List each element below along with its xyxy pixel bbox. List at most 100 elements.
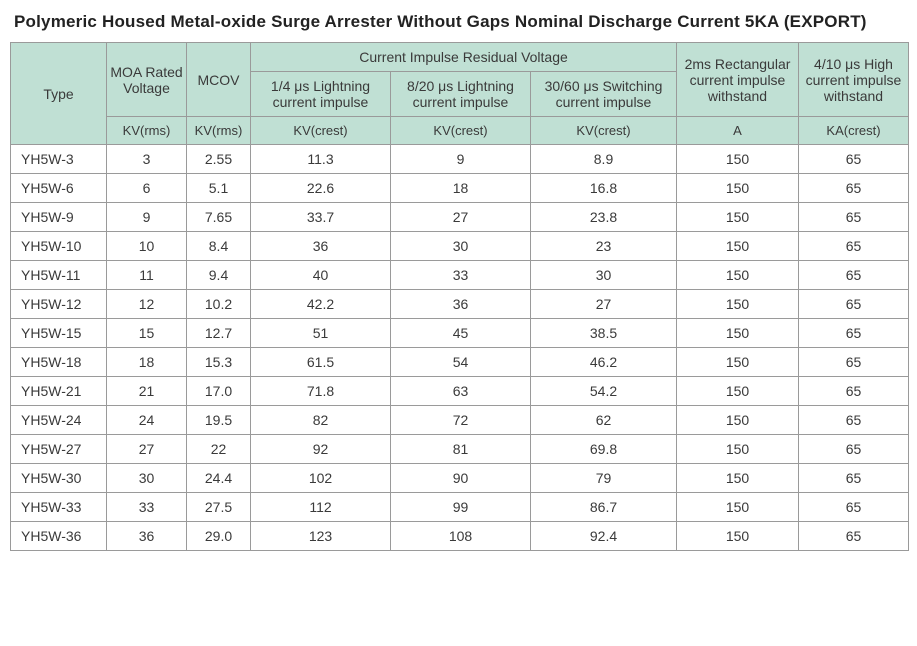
col-4-10: 4/10 μs High current impulse withstand [799,43,909,117]
col-lightning-8-20: 8/20 μs Lightning current impulse [391,72,531,117]
cell-high_4_10: 65 [799,348,909,377]
table-row: YH5W-10108.436302315065 [11,232,909,261]
cell-lightning_1_4: 40 [251,261,391,290]
cell-lightning_1_4: 71.8 [251,377,391,406]
cell-mcov: 24.4 [187,464,251,493]
page-title: Polymeric Housed Metal-oxide Surge Arres… [14,12,907,32]
cell-mcov: 12.7 [187,319,251,348]
spec-table: Type MOA Rated Voltage MCOV Current Impu… [10,42,909,551]
table-row: YH5W-665.122.61816.815065 [11,174,909,203]
cell-high_4_10: 65 [799,261,909,290]
cell-switching_30_60: 23 [531,232,677,261]
cell-high_4_10: 65 [799,464,909,493]
cell-high_4_10: 65 [799,377,909,406]
cell-moa_rated: 3 [107,145,187,174]
table-row: YH5W-363629.012310892.415065 [11,522,909,551]
cell-lightning_8_20: 63 [391,377,531,406]
cell-rect_2ms: 150 [677,464,799,493]
cell-rect_2ms: 150 [677,493,799,522]
cell-high_4_10: 65 [799,145,909,174]
cell-moa_rated: 10 [107,232,187,261]
cell-moa_rated: 30 [107,464,187,493]
unit-410: KA(crest) [799,117,909,145]
cell-mcov: 10.2 [187,290,251,319]
cell-moa_rated: 24 [107,406,187,435]
table-row: YH5W-333327.51129986.715065 [11,493,909,522]
table-row: YH5W-303024.4102907915065 [11,464,909,493]
cell-high_4_10: 65 [799,435,909,464]
cell-switching_30_60: 54.2 [531,377,677,406]
cell-switching_30_60: 86.7 [531,493,677,522]
unit-sw: KV(crest) [531,117,677,145]
cell-high_4_10: 65 [799,232,909,261]
cell-high_4_10: 65 [799,203,909,232]
unit-l2: KV(crest) [391,117,531,145]
table-row: YH5W-997.6533.72723.815065 [11,203,909,232]
cell-lightning_8_20: 27 [391,203,531,232]
cell-lightning_1_4: 22.6 [251,174,391,203]
cell-lightning_8_20: 30 [391,232,531,261]
cell-lightning_8_20: 18 [391,174,531,203]
table-row: YH5W-151512.7514538.515065 [11,319,909,348]
unit-moa: KV(rms) [107,117,187,145]
cell-switching_30_60: 62 [531,406,677,435]
cell-moa_rated: 15 [107,319,187,348]
cell-type: YH5W-30 [11,464,107,493]
cell-mcov: 7.65 [187,203,251,232]
cell-type: YH5W-36 [11,522,107,551]
cell-type: YH5W-9 [11,203,107,232]
cell-rect_2ms: 150 [677,290,799,319]
cell-lightning_1_4: 33.7 [251,203,391,232]
cell-rect_2ms: 150 [677,261,799,290]
cell-mcov: 29.0 [187,522,251,551]
table-row: YH5W-212117.071.86354.215065 [11,377,909,406]
cell-lightning_8_20: 72 [391,406,531,435]
cell-rect_2ms: 150 [677,435,799,464]
cell-lightning_1_4: 92 [251,435,391,464]
unit-2ms: A [677,117,799,145]
cell-moa_rated: 18 [107,348,187,377]
cell-lightning_8_20: 90 [391,464,531,493]
cell-switching_30_60: 69.8 [531,435,677,464]
cell-lightning_1_4: 36 [251,232,391,261]
cell-rect_2ms: 150 [677,203,799,232]
cell-lightning_1_4: 82 [251,406,391,435]
cell-switching_30_60: 27 [531,290,677,319]
unit-l1: KV(crest) [251,117,391,145]
cell-switching_30_60: 16.8 [531,174,677,203]
cell-moa_rated: 36 [107,522,187,551]
cell-rect_2ms: 150 [677,319,799,348]
cell-lightning_8_20: 108 [391,522,531,551]
cell-rect_2ms: 150 [677,406,799,435]
cell-moa_rated: 12 [107,290,187,319]
table-header: Type MOA Rated Voltage MCOV Current Impu… [11,43,909,145]
cell-moa_rated: 27 [107,435,187,464]
col-lightning-1-4: 1/4 μs Lightning current impulse [251,72,391,117]
cell-lightning_8_20: 99 [391,493,531,522]
cell-type: YH5W-15 [11,319,107,348]
cell-rect_2ms: 150 [677,232,799,261]
cell-lightning_8_20: 33 [391,261,531,290]
cell-rect_2ms: 150 [677,377,799,406]
cell-lightning_1_4: 51 [251,319,391,348]
cell-mcov: 2.55 [187,145,251,174]
cell-high_4_10: 65 [799,290,909,319]
cell-mcov: 27.5 [187,493,251,522]
cell-switching_30_60: 8.9 [531,145,677,174]
table-row: YH5W-181815.361.55446.215065 [11,348,909,377]
col-2ms: 2ms Rectangular current impulse withstan… [677,43,799,117]
cell-lightning_1_4: 61.5 [251,348,391,377]
cell-lightning_1_4: 123 [251,522,391,551]
cell-moa_rated: 11 [107,261,187,290]
cell-type: YH5W-24 [11,406,107,435]
cell-rect_2ms: 150 [677,348,799,377]
cell-switching_30_60: 38.5 [531,319,677,348]
cell-mcov: 17.0 [187,377,251,406]
cell-switching_30_60: 79 [531,464,677,493]
cell-type: YH5W-33 [11,493,107,522]
cell-type: YH5W-18 [11,348,107,377]
cell-lightning_1_4: 42.2 [251,290,391,319]
cell-lightning_1_4: 11.3 [251,145,391,174]
cell-switching_30_60: 92.4 [531,522,677,551]
cell-mcov: 19.5 [187,406,251,435]
